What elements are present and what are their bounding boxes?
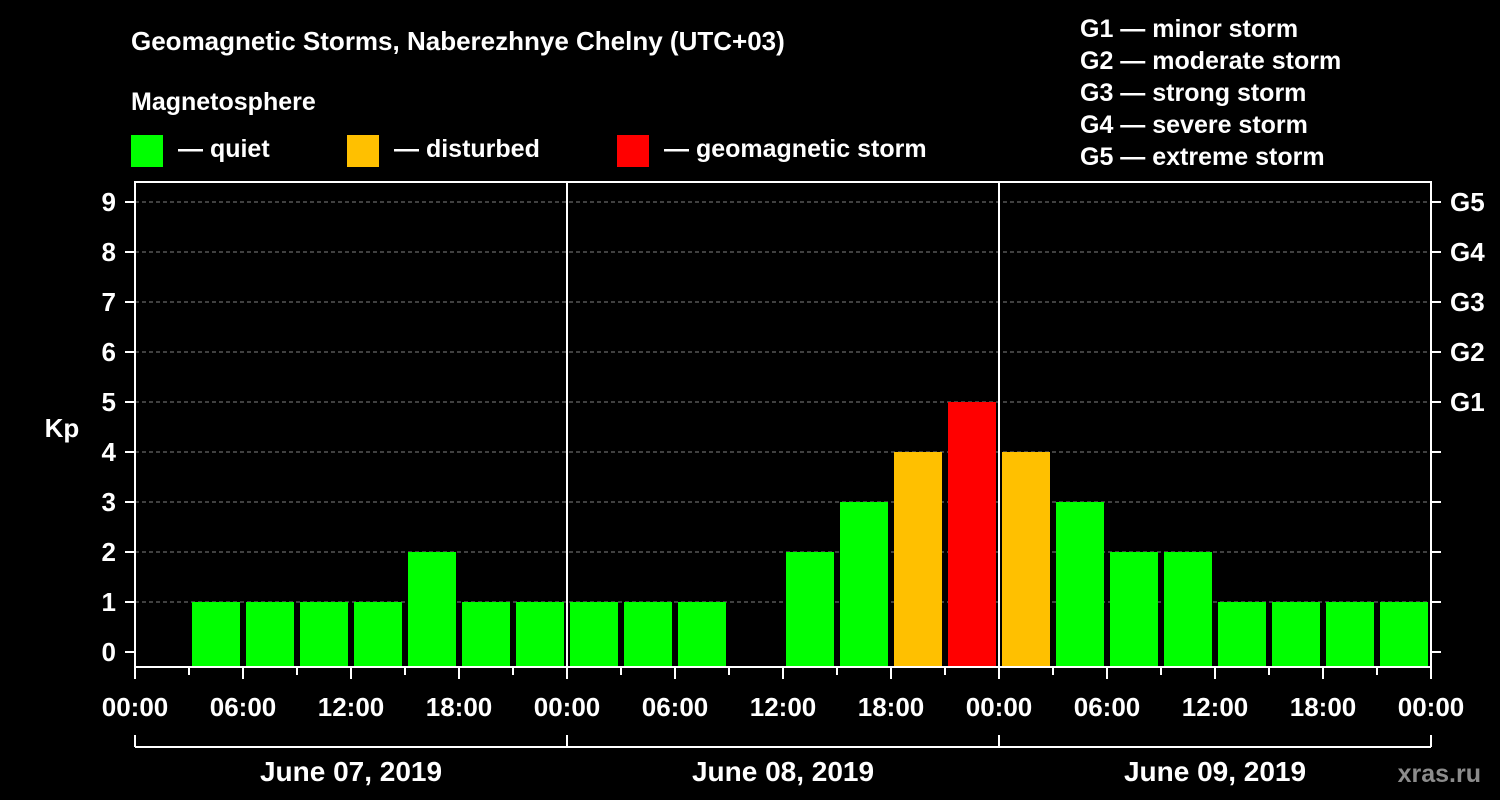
y-tick-label-3: 3 — [102, 487, 116, 517]
legend-label-disturbed: — disturbed — [394, 135, 540, 163]
storm-scale-g2: G2 — moderate storm — [1080, 47, 1341, 75]
grid-lines — [135, 201, 1431, 603]
storm-level-label-g2: G2 — [1450, 337, 1485, 367]
storm-level-label-g3: G3 — [1450, 287, 1485, 317]
plot-border — [134, 181, 1432, 668]
x-tick-label-7: 18:00 — [858, 692, 925, 722]
bar-series — [192, 402, 1428, 667]
x-tick-label-6: 12:00 — [750, 692, 817, 722]
storm-scale-g5: G5 — extreme storm — [1080, 143, 1325, 171]
legend-label-quiet: — quiet — [178, 135, 270, 163]
legend-heading: Magnetosphere — [131, 88, 316, 116]
x-tick-label-9: 06:00 — [1074, 692, 1141, 722]
y-axis-label: Kp — [45, 413, 80, 443]
date-label-1: June 08, 2019 — [692, 756, 874, 787]
storm-scale-g4: G4 — severe storm — [1080, 111, 1308, 139]
bar-7 — [516, 602, 564, 667]
x-tick-label-5: 06:00 — [642, 692, 709, 722]
y-tick-label-0: 0 — [102, 637, 116, 667]
chart-title: Geomagnetic Storms, Naberezhnye Chelny (… — [131, 26, 785, 56]
x-tick-label-10: 12:00 — [1182, 692, 1249, 722]
date-label-0: June 07, 2019 — [260, 756, 442, 787]
bar-3 — [300, 602, 348, 667]
bar-16 — [1002, 452, 1050, 667]
storm-level-label-g1: G1 — [1450, 387, 1485, 417]
plot-frame — [134, 181, 1432, 668]
bar-2 — [246, 602, 294, 667]
bar-12 — [786, 552, 834, 667]
bar-17 — [1056, 502, 1104, 667]
credit-text: xras.ru — [1398, 760, 1481, 788]
bar-9 — [624, 602, 672, 667]
storm-scale-g1: G1 — minor storm — [1080, 15, 1298, 43]
x-axis: 00:00 06:00 12:00 18:00 00:00 06:00 12:00 18:00… — [102, 667, 1465, 722]
y-tick-label-5: 5 — [102, 387, 116, 417]
x-tick-label-3: 18:00 — [426, 692, 493, 722]
x-tick-label-12: 00:00 — [1398, 692, 1465, 722]
storm-scale-g3: G3 — strong storm — [1080, 79, 1306, 107]
storm-level-axis: G1 G2 G3 G4 G5 — [1431, 187, 1485, 653]
bar-23 — [1380, 602, 1428, 667]
legend-swatch-storm — [617, 135, 649, 167]
y-axis: 0 1 2 3 4 5 6 7 8 9 — [102, 187, 135, 667]
bar-22 — [1326, 602, 1374, 667]
storm-level-label-g4: G4 — [1450, 237, 1485, 267]
legend-swatch-disturbed — [347, 135, 379, 167]
storm-level-label-g5: G5 — [1450, 187, 1485, 217]
date-axis: June 07, 2019 June 08, 2019 June 09, 2019 — [134, 735, 1432, 787]
legend-swatch-quiet — [131, 135, 163, 167]
bar-21 — [1272, 602, 1320, 667]
bar-20 — [1218, 602, 1266, 667]
bar-6 — [462, 602, 510, 667]
y-tick-label-8: 8 — [102, 237, 116, 267]
bar-15 — [948, 402, 996, 667]
date-label-2: June 09, 2019 — [1124, 756, 1306, 787]
storm-scale: G1 — minor storm G2 — moderate storm G3 … — [1080, 15, 1341, 171]
bar-19 — [1164, 552, 1212, 667]
bar-10 — [678, 602, 726, 667]
x-tick-label-2: 12:00 — [318, 692, 385, 722]
bar-13 — [840, 502, 888, 667]
bar-1 — [192, 602, 240, 667]
legend-label-storm: — geomagnetic storm — [664, 135, 927, 163]
legend: — quiet — disturbed — geomagnetic storm — [131, 135, 927, 167]
bar-4 — [354, 602, 402, 667]
x-tick-label-0: 00:00 — [102, 692, 169, 722]
y-tick-label-4: 4 — [102, 437, 117, 467]
x-tick-label-4: 00:00 — [534, 692, 601, 722]
y-tick-label-2: 2 — [102, 537, 116, 567]
bar-18 — [1110, 552, 1158, 667]
x-tick-label-8: 00:00 — [966, 692, 1033, 722]
y-tick-label-9: 9 — [102, 187, 116, 217]
x-tick-label-1: 06:00 — [210, 692, 277, 722]
y-tick-label-7: 7 — [102, 287, 116, 317]
x-tick-label-11: 18:00 — [1290, 692, 1357, 722]
bar-14 — [894, 452, 942, 667]
bar-8 — [570, 602, 618, 667]
y-tick-label-1: 1 — [102, 587, 116, 617]
bar-5 — [408, 552, 456, 667]
y-tick-label-6: 6 — [102, 337, 116, 367]
